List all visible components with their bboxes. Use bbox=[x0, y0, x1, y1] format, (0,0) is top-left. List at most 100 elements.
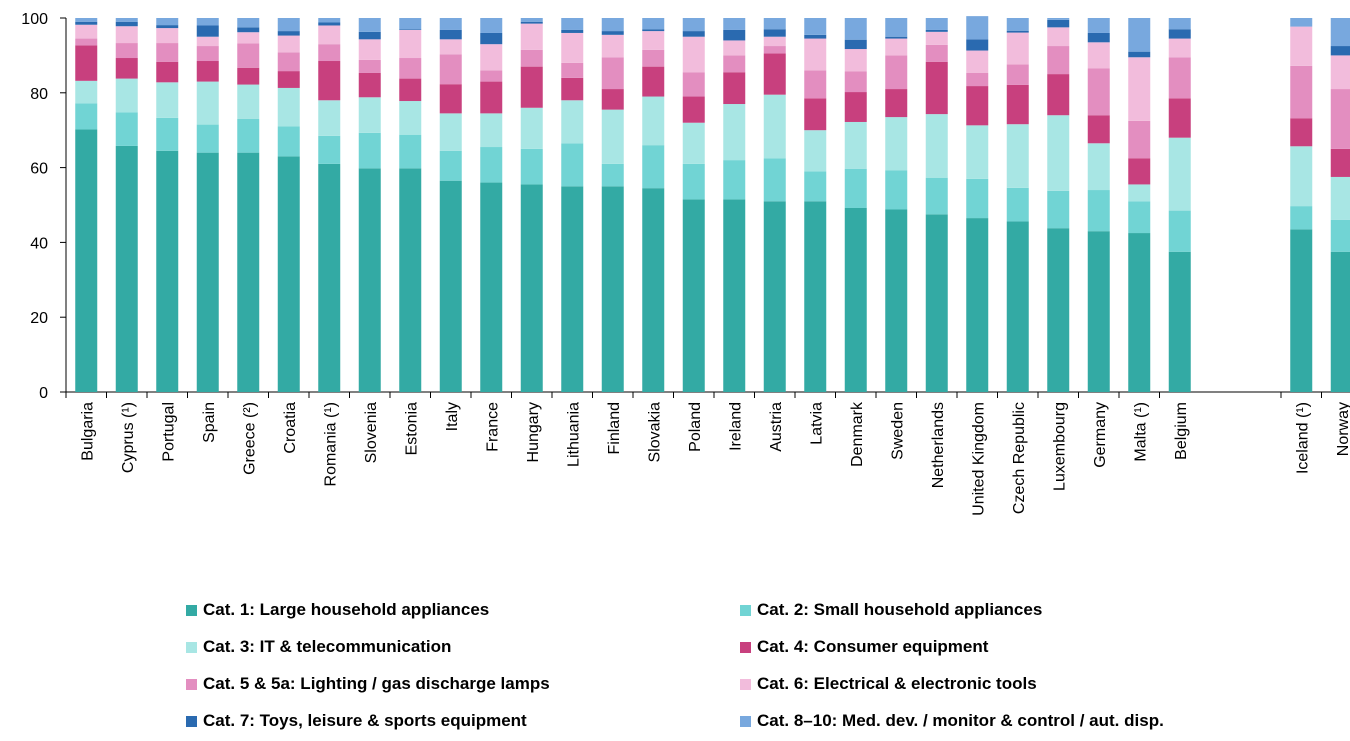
bar-segment-6 bbox=[925, 31, 948, 45]
bar-segment-7 bbox=[763, 29, 786, 37]
bar-segment-7 bbox=[601, 31, 624, 35]
bar-segment-5 bbox=[156, 43, 179, 62]
x-tick-label: Portugal bbox=[160, 402, 177, 462]
bar-segment-7 bbox=[115, 21, 138, 27]
bar-segment-5 bbox=[601, 57, 624, 90]
x-tick-label: Hungary bbox=[525, 402, 542, 462]
bar-segment-2 bbox=[1047, 190, 1070, 229]
y-tick-label: 40 bbox=[30, 235, 48, 252]
bar-segment-1 bbox=[237, 152, 260, 392]
legend-label: Cat. 8–10: Med. dev. / monitor & control… bbox=[757, 711, 1164, 730]
bar-segment-4 bbox=[1168, 98, 1191, 138]
bar-segment-5 bbox=[1006, 64, 1029, 85]
bar-segment-2 bbox=[75, 103, 98, 130]
bar-segment-6 bbox=[480, 44, 503, 71]
bar-segment-3 bbox=[723, 104, 746, 161]
bar-segment-5 bbox=[399, 58, 422, 79]
bar-segment-4 bbox=[439, 84, 462, 114]
bar-segment-4 bbox=[1128, 158, 1151, 185]
bar-segment-1 bbox=[75, 129, 98, 392]
legend-label: Cat. 5 & 5a: Lighting / gas discharge la… bbox=[203, 674, 550, 693]
bar-segment-8 bbox=[1087, 18, 1110, 33]
legend-swatch bbox=[186, 604, 197, 616]
bar-segment-6 bbox=[1290, 26, 1313, 66]
bar-segment-3 bbox=[1047, 115, 1070, 191]
x-tick-label: Luxembourg bbox=[1051, 402, 1068, 491]
x-tick-label: Iceland (¹) bbox=[1294, 402, 1311, 474]
x-tick-label: Slovakia bbox=[646, 402, 663, 463]
bar-segment-3 bbox=[1087, 143, 1110, 191]
x-tick-label: Latvia bbox=[808, 402, 825, 445]
bar-segment-6 bbox=[1006, 32, 1029, 65]
x-tick-label: Croatia bbox=[282, 402, 299, 454]
bar-segment-4 bbox=[399, 78, 422, 102]
bar-segment-5 bbox=[925, 44, 948, 62]
bar-segment-4 bbox=[1087, 115, 1110, 144]
bar-segment-4 bbox=[196, 61, 219, 82]
bar-segment-6 bbox=[399, 29, 422, 59]
legend-item: Cat. 1: Large household appliances bbox=[186, 600, 489, 620]
bar-segment-4 bbox=[925, 61, 948, 115]
bar-segment-3 bbox=[439, 113, 462, 151]
legend-swatch bbox=[740, 715, 751, 727]
bar-segment-6 bbox=[1047, 27, 1070, 47]
bar-segment-6 bbox=[885, 38, 908, 56]
bar-segment-2 bbox=[1168, 210, 1191, 252]
bar-segment-5 bbox=[763, 46, 786, 54]
bar-segment-7 bbox=[399, 29, 422, 30]
bar-segment-8 bbox=[75, 18, 98, 22]
bar-segment-8 bbox=[156, 18, 179, 26]
bar-segment-6 bbox=[115, 26, 138, 44]
bar-segment-8 bbox=[358, 18, 381, 32]
bar-segment-5 bbox=[318, 44, 341, 62]
bar-segment-2 bbox=[1087, 190, 1110, 232]
bar-segment-1 bbox=[318, 163, 341, 392]
bar-segment-4 bbox=[763, 53, 786, 95]
bar-segment-4 bbox=[520, 66, 543, 108]
bar-segment-8 bbox=[1168, 18, 1191, 30]
bar-segment-1 bbox=[399, 168, 422, 392]
bar-segment-1 bbox=[561, 186, 584, 392]
bar-segment-2 bbox=[642, 145, 665, 189]
bar-segment-7 bbox=[642, 29, 665, 32]
bar-segment-2 bbox=[1290, 206, 1313, 230]
bar-segment-3 bbox=[1330, 176, 1350, 220]
bar-segment-4 bbox=[561, 77, 584, 101]
bar-segment-1 bbox=[1047, 228, 1070, 392]
bar-segment-8 bbox=[804, 18, 827, 35]
bar-segment-3 bbox=[318, 100, 341, 136]
x-tick-label: Sweden bbox=[889, 402, 906, 460]
x-tick-label: Lithuania bbox=[565, 402, 582, 467]
bar-segment-5 bbox=[966, 72, 989, 87]
bar-segment-1 bbox=[723, 199, 746, 392]
bar-segment-6 bbox=[318, 25, 341, 45]
bar-segment-7 bbox=[75, 21, 98, 25]
x-tick-label: United Kingdom bbox=[970, 402, 987, 516]
bar-segment-1 bbox=[277, 156, 300, 392]
bar-segment-5 bbox=[1047, 46, 1070, 75]
bar-segment-8 bbox=[1006, 18, 1029, 31]
bar-segment-7 bbox=[561, 29, 584, 33]
legend-item: Cat. 3: IT & telecommunication bbox=[186, 637, 451, 657]
bar-segment-7 bbox=[156, 25, 179, 29]
bar-segment-4 bbox=[885, 89, 908, 118]
bar-segment-3 bbox=[561, 100, 584, 144]
bar-segment-6 bbox=[1168, 38, 1191, 58]
bar-segment-2 bbox=[561, 143, 584, 187]
bar-segment-3 bbox=[885, 117, 908, 171]
bar-segment-5 bbox=[844, 71, 867, 93]
bar-segment-2 bbox=[358, 132, 381, 169]
bar-segment-5 bbox=[1087, 68, 1110, 116]
bar-segment-3 bbox=[237, 84, 260, 119]
bar-segment-4 bbox=[1330, 148, 1350, 177]
bar-segment-7 bbox=[966, 39, 989, 51]
bar-segment-5 bbox=[682, 72, 705, 97]
legend-item: Cat. 2: Small household appliances bbox=[740, 600, 1042, 620]
y-tick-label: 0 bbox=[39, 385, 48, 402]
bar-segment-6 bbox=[642, 31, 665, 50]
bar-segment-8 bbox=[1290, 18, 1313, 27]
bar-segment-6 bbox=[561, 32, 584, 63]
bar-segment-5 bbox=[885, 55, 908, 90]
bar-segment-3 bbox=[1128, 184, 1151, 202]
bar-segment-6 bbox=[196, 36, 219, 47]
